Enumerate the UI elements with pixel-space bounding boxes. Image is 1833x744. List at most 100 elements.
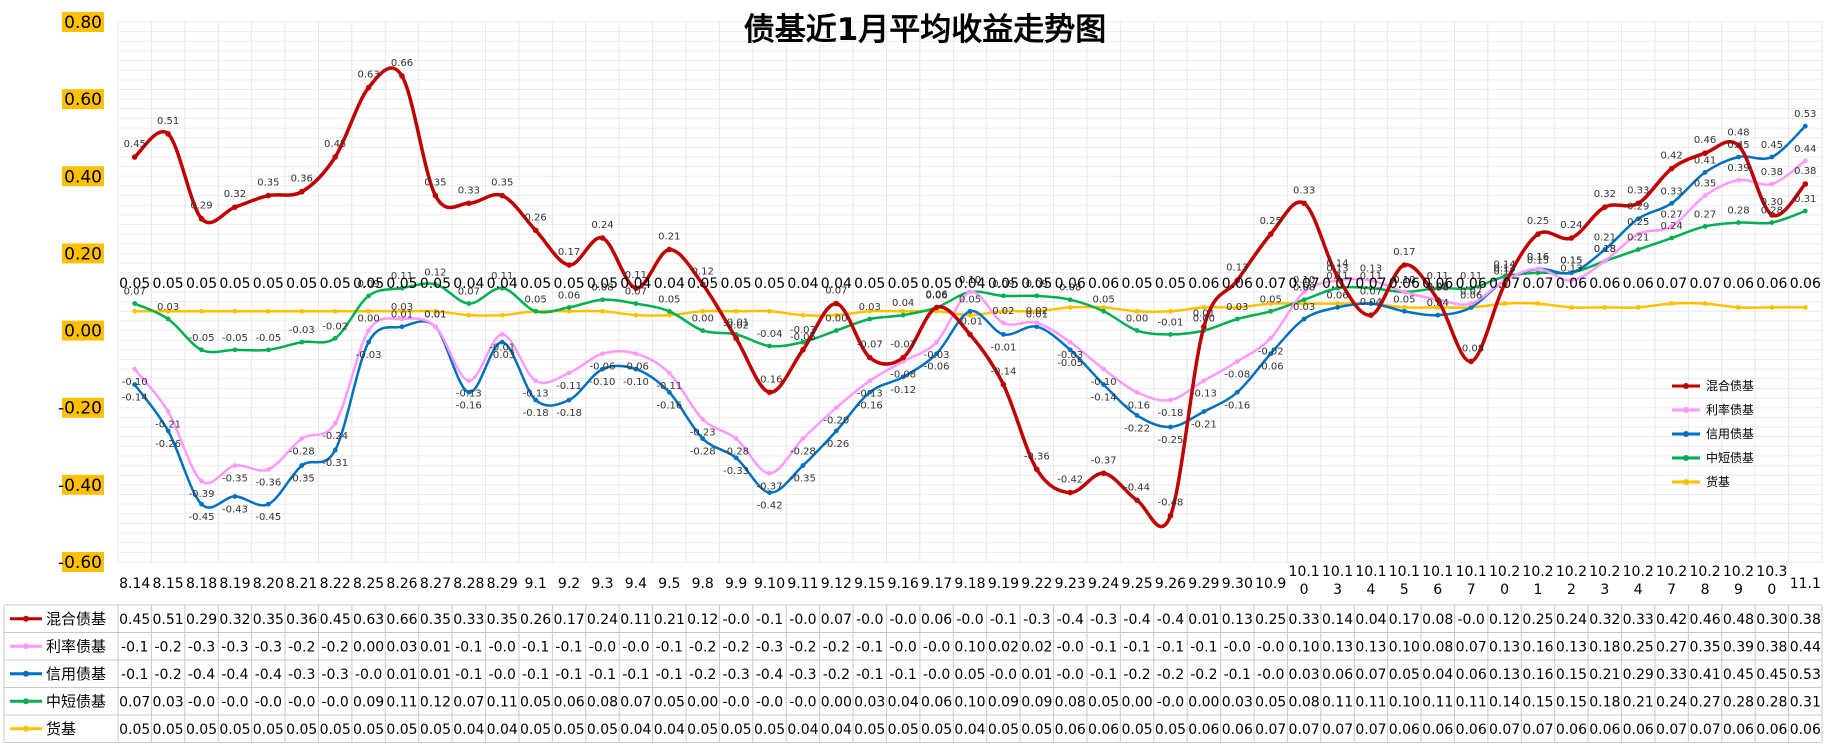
data-label: -0.42 [757, 501, 783, 512]
table-cell: 0.29 [186, 612, 217, 628]
data-label: -0.16 [1224, 400, 1250, 411]
table-cell: -0.0 [188, 694, 215, 710]
table-cell: -0.3 [188, 639, 215, 655]
data-label: 0.12 [692, 266, 714, 277]
y-tick-highlight [62, 474, 104, 495]
data-label: 0.03 [1226, 302, 1248, 313]
legend-label: 货基 [1706, 474, 1730, 489]
table-cell: 0.07 [1489, 722, 1520, 738]
data-label: 0.04 [453, 276, 484, 292]
table-cell: -0.1 [1123, 639, 1150, 655]
data-point [833, 328, 839, 333]
table-cell: 0.25 [1255, 612, 1286, 628]
data-label: -0.11 [656, 381, 682, 392]
table-cell: -0.2 [722, 639, 749, 655]
data-point [1100, 470, 1107, 477]
data-point [867, 316, 873, 322]
data-label: 0.00 [1193, 314, 1215, 325]
data-label: 0.35 [424, 178, 446, 189]
table-row-name: 货基 [46, 720, 76, 738]
data-point [1234, 277, 1241, 284]
table-cell: -0.1 [656, 667, 683, 683]
data-label: -0.14 [122, 393, 148, 404]
table-cell: 0.28 [1756, 694, 1787, 710]
data-point [1802, 123, 1808, 129]
table-cell: 0.06 [1790, 722, 1821, 738]
data-label: 0.10 [959, 275, 981, 286]
data-point [1769, 220, 1775, 225]
x-tick-label: 9.29 [1188, 576, 1219, 592]
legend-label: 中短债基 [1706, 450, 1754, 465]
data-label: 0.05 [687, 276, 718, 292]
data-point [466, 301, 472, 306]
data-label: 0.45 [1761, 140, 1783, 151]
table-cell: 0.46 [1689, 612, 1720, 628]
data-point [1602, 247, 1608, 252]
data-label: 0.01 [1026, 310, 1048, 321]
data-label: -0.14 [990, 367, 1016, 378]
data-label: 0.15 [1527, 256, 1549, 267]
data-label: -0.48 [1158, 498, 1184, 509]
data-point [1735, 142, 1742, 149]
data-label: -0.20 [823, 416, 849, 427]
data-label: 0.07 [625, 287, 647, 298]
table-legend-marker [23, 698, 29, 705]
data-point [466, 312, 472, 318]
x-tick-label: 9.25 [1121, 576, 1152, 592]
data-label: 0.05 [921, 276, 952, 292]
table-cell: 0.24 [1656, 694, 1687, 710]
data-point [1034, 324, 1040, 330]
data-point [232, 204, 238, 210]
table-cell: 0.07 [1355, 722, 1386, 738]
data-label: 0.28 [1727, 206, 1749, 217]
data-label: 0.06 [1756, 276, 1787, 292]
data-point [366, 339, 371, 345]
table-cell: 0.08 [1055, 694, 1086, 710]
x-tick-label: 7 [1667, 582, 1676, 598]
table-cell: -0.3 [322, 667, 349, 683]
x-tick-label: 9.10 [754, 576, 785, 592]
x-tick-label: 9.22 [1021, 576, 1052, 592]
data-point [1168, 397, 1173, 403]
x-tick-label: 3 [1333, 582, 1342, 598]
data-point [1101, 366, 1107, 372]
data-point [866, 354, 873, 361]
series-lines [131, 66, 1809, 529]
table-cell: 0.33 [1289, 612, 1320, 628]
data-point [232, 308, 238, 314]
data-point [1535, 270, 1541, 276]
data-label: 0.48 [1727, 127, 1749, 138]
data-point [1802, 181, 1809, 187]
table-row-name: 信用债基 [46, 665, 106, 683]
x-tick-label: 9.24 [1088, 576, 1119, 592]
table-cell: -0.1 [656, 639, 683, 655]
table-cell: -0.4 [255, 667, 282, 683]
data-point [867, 308, 873, 314]
data-label: 0.51 [157, 116, 179, 127]
data-point [132, 308, 138, 314]
data-point [633, 301, 639, 306]
x-tick-label: 9.15 [854, 576, 885, 592]
data-label: 0.30 [1761, 197, 1783, 208]
data-point [934, 351, 939, 357]
y-tick-highlight [62, 243, 104, 264]
table-cell: 0.13 [1489, 639, 1520, 655]
data-label: -0.16 [1124, 400, 1150, 411]
data-label: 0.21 [1594, 233, 1616, 244]
table-cell: 0.07 [821, 612, 852, 628]
data-label: 0.05 [587, 276, 618, 292]
data-point [967, 312, 973, 318]
table-cell: -0.2 [1190, 667, 1217, 683]
table-cell: -0.0 [856, 612, 883, 628]
data-point [1368, 301, 1374, 306]
data-point [1435, 285, 1441, 291]
table-cell: -0.0 [1257, 667, 1284, 683]
data-point [900, 354, 906, 361]
data-label: 0.05 [420, 276, 451, 292]
data-point [900, 374, 906, 380]
table-cell: -0.1 [856, 639, 883, 655]
table-cell: 0.06 [1422, 722, 1453, 738]
data-label: -0.36 [255, 477, 281, 488]
data-label: 0.06 [1422, 276, 1453, 292]
data-point [299, 436, 305, 441]
